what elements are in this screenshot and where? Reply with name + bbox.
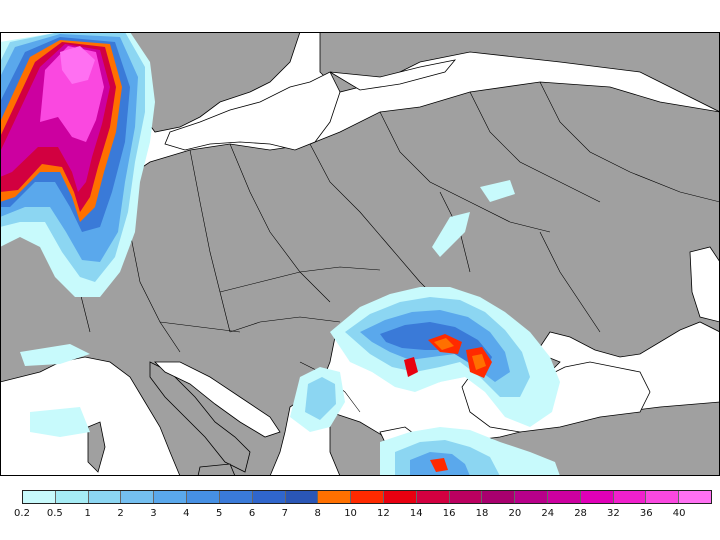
- legend-swatch: [515, 491, 548, 503]
- legend-tick-label: 0.5: [46, 508, 63, 519]
- gulf-of-finland: [329, 59, 457, 91]
- legend-tick-label: 5: [215, 508, 223, 519]
- sicily-land: [197, 463, 236, 476]
- legend-tick-label: 24: [541, 508, 555, 519]
- legend-tick-label: 12: [377, 508, 390, 519]
- legend-tick-label: 32: [607, 508, 620, 519]
- legend-tick-label: 3: [150, 508, 157, 519]
- legend-tick-label: 2: [117, 508, 124, 519]
- legend-tick-label: 36: [639, 508, 653, 519]
- legend-tick-label: 10: [344, 508, 357, 519]
- legend-tick-label: 16: [442, 508, 456, 519]
- baltic-sea: [164, 71, 341, 151]
- legend-tick-label: 4: [183, 508, 190, 519]
- precip-black-sea-cluster: [330, 180, 560, 427]
- italy-land: [149, 361, 251, 473]
- legend-swatch: [55, 491, 89, 503]
- precip-east-med: [20, 344, 560, 476]
- legend-tick-label: 28: [574, 508, 587, 519]
- legend-swatch: [252, 491, 286, 503]
- legend-tick-label: 20: [508, 508, 522, 519]
- adriatic-sea: [154, 361, 281, 438]
- legend-tick-label: 6: [248, 508, 256, 519]
- precipitation-legend: 0.2 0.5 1 2 3 4 5 6 7 8 10 12 14 16 18 20 24 28 32 36 40: [14, 490, 712, 530]
- caspian-sea: [689, 246, 720, 323]
- legend-tick-label: 0.2: [14, 508, 30, 519]
- legend-swatch: [121, 491, 155, 503]
- precipitation-map: [0, 32, 720, 476]
- legend-swatch: [351, 491, 384, 503]
- legend-swatch: [613, 491, 647, 503]
- legend-swatch: [88, 491, 122, 503]
- legend-swatch: [383, 491, 417, 503]
- country-borders: [59, 81, 720, 413]
- legend-swatch: [482, 491, 516, 503]
- legend-swatch: [285, 491, 319, 503]
- legend-swatches: [22, 490, 712, 504]
- legend-swatch: [580, 491, 614, 503]
- legend-swatch: [23, 491, 56, 503]
- legend-swatch: [646, 491, 680, 503]
- legend-tick-label: 40: [672, 508, 686, 519]
- legend-tick-label: 8: [314, 508, 321, 519]
- legend-swatch: [416, 491, 450, 503]
- legend-swatch: [154, 491, 188, 503]
- legend-swatch: [187, 491, 220, 503]
- legend-swatch: [548, 491, 581, 503]
- sardinia-land: [87, 421, 106, 473]
- map-canvas: [0, 32, 720, 476]
- legend-swatch: [679, 491, 712, 503]
- legend-swatch: [318, 491, 352, 503]
- legend-tick-label: 14: [409, 508, 423, 519]
- legend-swatch: [219, 491, 253, 503]
- legend-tick-label: 7: [281, 508, 289, 519]
- legend-tick-labels: 0.2 0.5 1 2 3 4 5 6 7 8 10 12 14 16 18 20 24 28 32 36 40: [14, 508, 712, 524]
- legend-tick-label: 1: [84, 508, 91, 519]
- legend-swatch: [449, 491, 483, 503]
- legend-tick-label: 18: [475, 508, 489, 519]
- precip-north-europe: [0, 32, 155, 297]
